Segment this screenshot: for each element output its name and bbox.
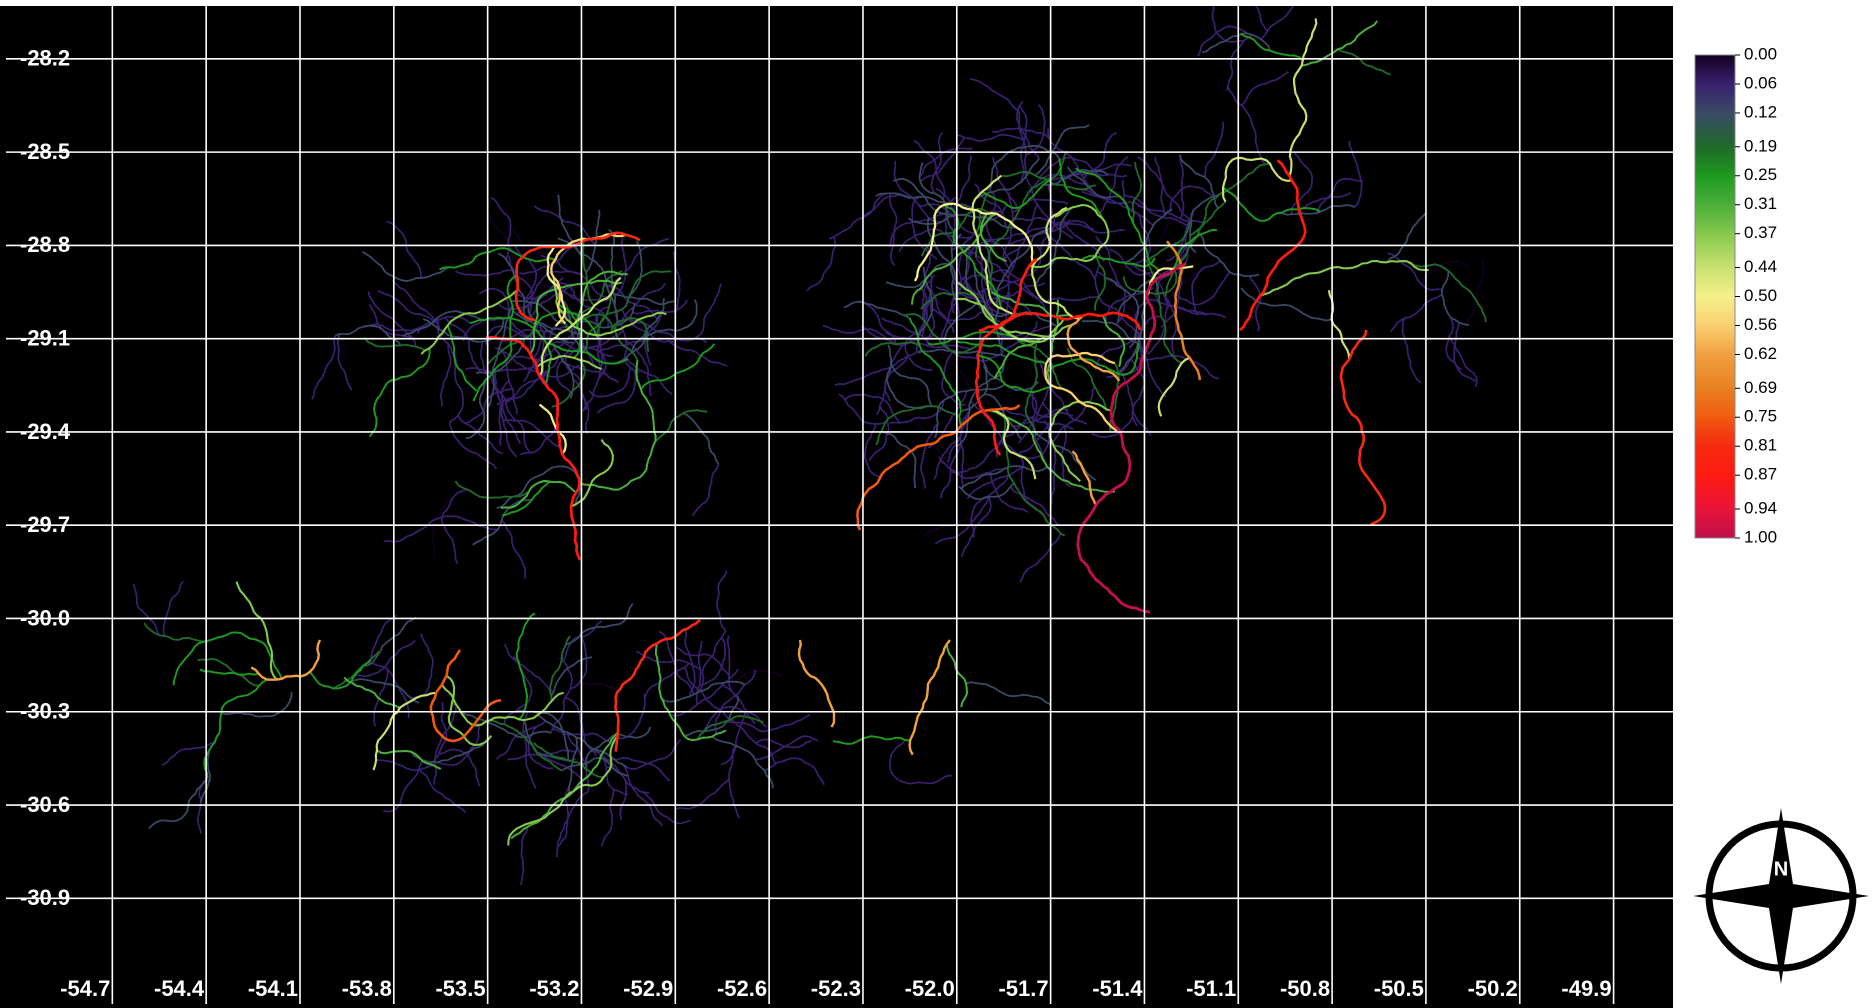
y-tick-label: -29.1 xyxy=(20,325,70,350)
x-tick-label: -50.5 xyxy=(1374,976,1424,1001)
x-tick-label: -53.5 xyxy=(435,976,485,1001)
colorbar-label: 0.56 xyxy=(1744,315,1777,334)
colorbar-label: 0.19 xyxy=(1744,136,1777,155)
colorbar-labels: 0.00 0.06 0.12 0.19 0.25 0.31 0.37 0.44 0.50 0.56… xyxy=(1735,44,1777,546)
y-tick-label: -29.7 xyxy=(20,512,70,537)
x-tick-label: -50.8 xyxy=(1280,976,1330,1001)
y-tick-label: -30.6 xyxy=(20,792,70,817)
colorbar-label: 0.00 xyxy=(1744,44,1777,63)
colorbar-label: 0.62 xyxy=(1744,344,1777,363)
colorbar-label: 0.37 xyxy=(1744,223,1777,242)
colorbar-label: 0.87 xyxy=(1744,465,1777,484)
x-tick-label: -52.3 xyxy=(811,976,861,1001)
tick-labels: -54.7 -54.4 -54.1 -53.8 -53.5 -53.2 -52.9 -52.6… xyxy=(20,46,1612,1001)
y-tick-label: -30.9 xyxy=(20,885,70,910)
colorbar-label: 0.81 xyxy=(1744,436,1777,455)
x-tick-label: -50.2 xyxy=(1468,976,1518,1001)
river xyxy=(372,18,1351,771)
y-tick-label: -28.8 xyxy=(20,232,70,257)
compass-rose: N xyxy=(1693,808,1869,984)
y-tick-label: -28.2 xyxy=(20,46,70,71)
river-network xyxy=(132,6,1487,886)
x-tick-label: -52.6 xyxy=(717,976,767,1001)
colorbar-label: 0.25 xyxy=(1744,165,1777,184)
x-tick-label: -49.9 xyxy=(1561,976,1611,1001)
river xyxy=(132,6,1478,886)
x-tick-label: -52.0 xyxy=(905,976,955,1001)
x-tick-label: -51.7 xyxy=(998,976,1048,1001)
colorbar-label: 0.94 xyxy=(1744,499,1777,518)
grid xyxy=(6,6,1673,1004)
river xyxy=(1165,240,1202,381)
x-tick-label: -52.9 xyxy=(623,976,673,1001)
colorbar-label: 1.00 xyxy=(1744,527,1777,546)
x-tick-label: -54.1 xyxy=(248,976,298,1001)
river xyxy=(550,233,1122,434)
river xyxy=(538,202,1194,455)
x-tick-label: -54.7 xyxy=(60,976,110,1001)
y-tick-label: -30.3 xyxy=(20,699,70,724)
compass-star xyxy=(1693,808,1869,984)
river xyxy=(250,314,1121,756)
colorbar-label: 0.12 xyxy=(1744,102,1777,121)
x-tick-label: -54.4 xyxy=(154,976,205,1001)
colorbar-label: 0.31 xyxy=(1744,194,1777,213)
compass-north: N xyxy=(1774,858,1788,880)
colorbar-label: 0.06 xyxy=(1744,73,1777,92)
colorbar-label: 0.75 xyxy=(1744,407,1777,426)
colorbar-label: 0.44 xyxy=(1744,257,1777,276)
x-tick-label: -53.2 xyxy=(529,976,579,1001)
x-tick-label: -51.4 xyxy=(1092,976,1143,1001)
colorbar xyxy=(1694,54,1736,539)
x-tick-label: -51.1 xyxy=(1186,976,1236,1001)
y-tick-label: -28.5 xyxy=(20,139,70,164)
colorbar-label: 0.50 xyxy=(1744,286,1777,305)
y-tick-label: -30.0 xyxy=(20,605,70,630)
y-tick-label: -29.4 xyxy=(20,419,71,444)
map-background xyxy=(0,6,1673,1008)
colorbar-label: 0.69 xyxy=(1744,378,1777,397)
river xyxy=(486,159,1307,561)
river xyxy=(1076,262,1187,614)
x-tick-label: -53.8 xyxy=(342,976,392,1001)
